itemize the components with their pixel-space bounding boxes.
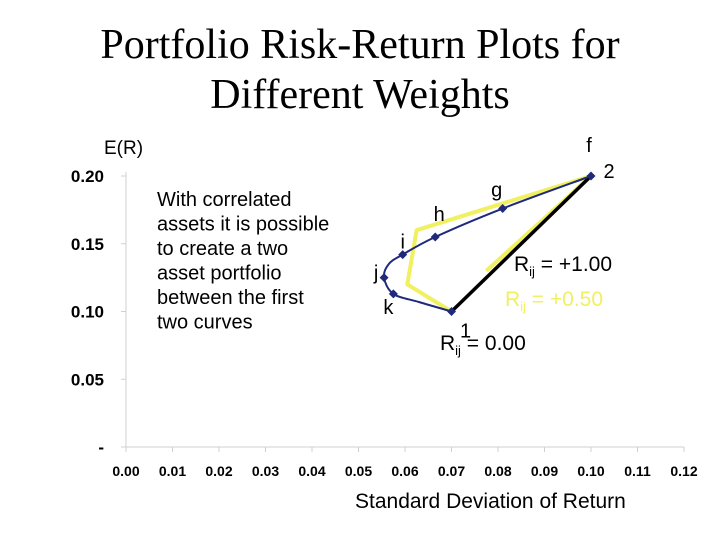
data-point-marker xyxy=(388,289,398,299)
note-line: With correlated xyxy=(157,189,292,211)
rho-0-label: Rij = 0.00 xyxy=(440,332,526,358)
point-label-k: k xyxy=(383,297,394,319)
data-point-marker xyxy=(586,171,596,181)
y-tick-label: 0.10 xyxy=(71,303,104,322)
x-tick-label: 0.00 xyxy=(112,463,139,479)
rho-050-label: Rij = +0.50 xyxy=(505,288,603,314)
rho-050-line xyxy=(405,174,592,314)
point-label-i: i xyxy=(400,232,404,254)
x-tick-label: 0.10 xyxy=(577,463,604,479)
note-line: asset portfolio xyxy=(157,263,282,285)
rho-1-line xyxy=(450,174,593,313)
x-tick-label: 0.08 xyxy=(484,463,511,479)
slide-title-line-1: Portfolio Risk-Return Plots for xyxy=(100,22,620,68)
y-tick-label: 0.15 xyxy=(71,235,104,254)
x-tick-label: 0.04 xyxy=(298,463,325,479)
y-tick-label: - xyxy=(98,438,104,457)
x-axis-label: Standard Deviation of Return xyxy=(355,490,626,513)
y-axis-label: E(R) xyxy=(104,138,143,159)
y-tick-label: 0.05 xyxy=(71,370,104,389)
point-label-1: 1 xyxy=(460,321,471,343)
note-line: two curves xyxy=(157,312,253,334)
point-label-2: 2 xyxy=(603,161,614,183)
data-point-marker xyxy=(398,250,408,260)
point-label-h: h xyxy=(434,204,445,226)
x-tick-label: 0.03 xyxy=(252,463,279,479)
data-point-marker xyxy=(430,232,440,242)
x-tick-label: 0.02 xyxy=(205,463,232,479)
data-point-marker xyxy=(498,204,508,214)
note-line: to create a two xyxy=(157,238,288,260)
x-tick-label: 0.12 xyxy=(670,463,697,479)
point-label-g: g xyxy=(491,180,502,202)
data-point-marker xyxy=(447,307,456,316)
rho-0-curve xyxy=(382,175,592,313)
x-tick-label: 0.07 xyxy=(438,463,465,479)
rho-1-label: Rij = +1.00 xyxy=(514,253,612,279)
x-tick-label: 0.01 xyxy=(159,463,186,479)
point-label-j: j xyxy=(373,263,378,285)
note-line: between the first xyxy=(157,287,304,309)
slide-title-line-2: Different Weights xyxy=(210,72,510,118)
x-tick-label: 0.09 xyxy=(531,463,558,479)
x-tick-label: 0.06 xyxy=(391,463,418,479)
slide-title: Portfolio Risk-Return Plots for Differen… xyxy=(0,20,720,120)
note-line: assets it is possible xyxy=(157,214,329,236)
point-label-f: f xyxy=(586,135,592,157)
data-point-marker xyxy=(379,273,389,283)
x-tick-label: 0.11 xyxy=(624,463,651,479)
y-tick-label: 0.20 xyxy=(71,167,104,186)
x-tick-label: 0.05 xyxy=(345,463,372,479)
